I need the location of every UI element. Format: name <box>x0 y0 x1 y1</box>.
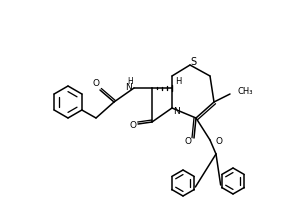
Text: S: S <box>190 57 196 67</box>
Text: O: O <box>92 78 99 88</box>
Text: N: N <box>125 83 132 92</box>
Text: N: N <box>174 106 181 115</box>
Text: O: O <box>215 136 222 145</box>
Text: O: O <box>185 138 192 147</box>
Text: O: O <box>130 120 137 129</box>
Text: CH₃: CH₃ <box>238 88 254 97</box>
Text: H: H <box>127 78 133 87</box>
Text: H: H <box>175 76 181 85</box>
